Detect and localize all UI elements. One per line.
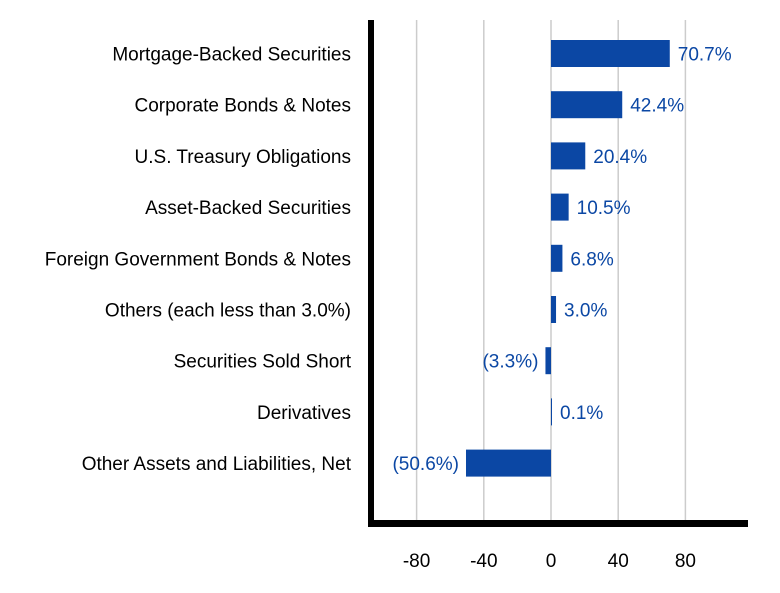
bar-3: [551, 193, 569, 221]
bar-4: [551, 244, 563, 272]
bar-1: [551, 91, 623, 119]
x-tick-label: 0: [546, 551, 557, 572]
bar-5: [551, 296, 557, 323]
value-label: (3.3%): [482, 352, 538, 373]
category-label: Other Assets and Liabilities, Net: [82, 454, 352, 475]
value-label: 42.4%: [630, 96, 684, 117]
bar-2: [551, 142, 586, 170]
bar-8: [465, 449, 551, 477]
x-tick-label: 40: [608, 551, 629, 572]
bar-0: [551, 40, 670, 67]
category-label: Securities Sold Short: [174, 352, 352, 373]
labels: -80 -40 0 40 80 Mortgage-Backed Securities 70.…: [45, 45, 732, 573]
bars: [465, 40, 670, 477]
bar-6: [545, 347, 551, 375]
category-label: Mortgage-Backed Securities: [112, 45, 351, 66]
value-label: 20.4%: [593, 147, 647, 168]
category-label: U.S. Treasury Obligations: [135, 147, 351, 168]
x-tick-label: 80: [675, 551, 696, 572]
axes: [368, 20, 748, 527]
x-axis-line: [368, 520, 748, 527]
x-tick-label: -80: [403, 551, 430, 572]
value-label: (50.6%): [392, 454, 459, 475]
value-label: 10.5%: [577, 198, 631, 219]
category-label: Asset-Backed Securities: [145, 198, 351, 219]
value-label: 0.1%: [560, 403, 603, 424]
value-label: 6.8%: [570, 249, 613, 270]
category-label: Foreign Government Bonds & Notes: [45, 249, 351, 270]
value-label: 70.7%: [678, 45, 732, 66]
y-axis-line: [368, 20, 374, 527]
x-tick-label: -40: [470, 551, 497, 572]
category-label: Others (each less than 3.0%): [105, 301, 351, 322]
bar-7: [551, 398, 552, 426]
category-label: Corporate Bonds & Notes: [134, 96, 351, 117]
category-label: Derivatives: [257, 403, 351, 424]
value-label: 3.0%: [564, 301, 607, 322]
